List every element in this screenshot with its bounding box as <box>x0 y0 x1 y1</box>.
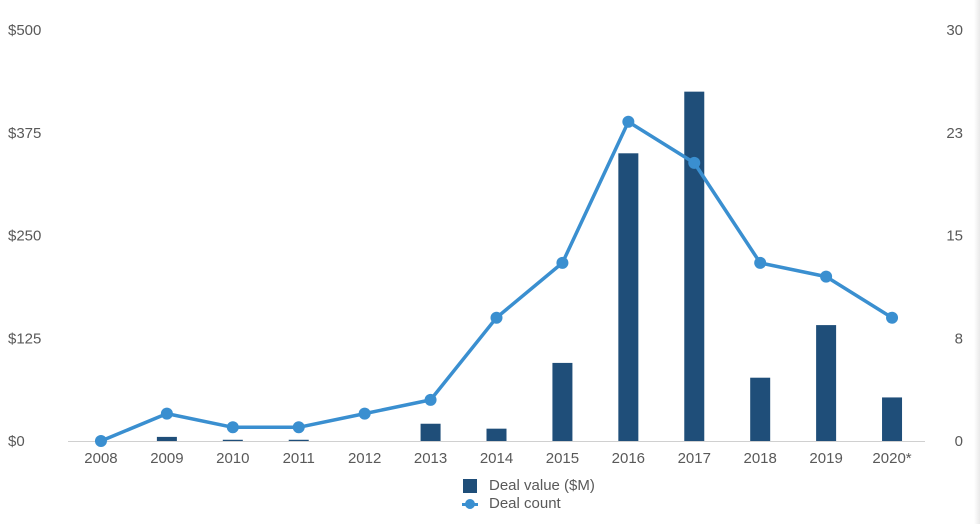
legend-bar-swatch <box>463 479 477 493</box>
point-deal-count <box>490 311 503 324</box>
bar-deal-value <box>288 439 309 441</box>
bar-deal-value <box>816 325 837 441</box>
bar-deal-value <box>750 377 771 441</box>
line-deal-count <box>99 120 894 443</box>
point-deal-count <box>754 256 767 269</box>
legend-label-deal-value: Deal value ($M) <box>489 477 595 494</box>
x-tick-label: 2008 <box>84 450 117 467</box>
legend: Deal value ($M) Deal count <box>462 477 595 513</box>
x-tick-label: 2013 <box>414 450 447 467</box>
x-tick-label: 2014 <box>480 450 513 467</box>
x-tick-label: 2012 <box>348 450 381 467</box>
window-edge <box>974 0 980 524</box>
point-deal-count <box>688 156 701 169</box>
legend-item-deal-value: Deal value ($M) <box>462 477 595 495</box>
point-deal-count <box>358 407 371 420</box>
point-deal-count <box>820 270 833 283</box>
x-tick-label: 2019 <box>809 450 842 467</box>
legend-item-deal-count: Deal count <box>462 495 595 513</box>
point-deal-count <box>622 115 635 128</box>
x-tick-label: 2010 <box>216 450 249 467</box>
y-right-tick-label: 23 <box>946 125 963 142</box>
point-deal-count <box>226 421 239 434</box>
x-tick-label: 2020* <box>872 450 911 467</box>
y-right-tick-label: 8 <box>955 330 963 347</box>
x-tick-label: 2011 <box>283 450 315 467</box>
x-tick-label: 2017 <box>678 450 711 467</box>
bar-deal-value <box>420 423 441 441</box>
y-right-tick-label: 30 <box>946 22 963 39</box>
bar-deal-value <box>156 436 177 441</box>
y-left-tick-label: $125 <box>8 330 41 347</box>
y-right-tick-label: 0 <box>955 433 963 450</box>
legend-line-swatch <box>462 497 478 511</box>
y-left-tick-label: $500 <box>8 22 41 39</box>
bar-deal-value <box>882 397 903 441</box>
point-deal-count <box>160 407 173 420</box>
bar-deal-value <box>486 428 507 441</box>
bar-deal-value <box>684 91 705 442</box>
bar-deal-value <box>222 439 243 441</box>
x-tick-label: 2015 <box>546 450 579 467</box>
y-right-tick-label: 15 <box>946 228 963 245</box>
legend-label-deal-count: Deal count <box>489 495 561 512</box>
bar-deal-value <box>618 153 639 442</box>
x-tick-label: 2018 <box>744 450 777 467</box>
x-tick-label: 2016 <box>612 450 645 467</box>
y-left-tick-label: $375 <box>8 125 41 142</box>
point-deal-count <box>556 256 569 269</box>
point-deal-count <box>94 435 107 447</box>
y-left-tick-label: $0 <box>8 433 25 450</box>
point-deal-count <box>886 311 899 324</box>
point-deal-count <box>424 393 437 406</box>
point-deal-count <box>292 421 305 434</box>
y-left-tick-label: $250 <box>8 228 41 245</box>
bar-deal-value <box>552 362 573 441</box>
x-tick-label: 2009 <box>150 450 183 467</box>
